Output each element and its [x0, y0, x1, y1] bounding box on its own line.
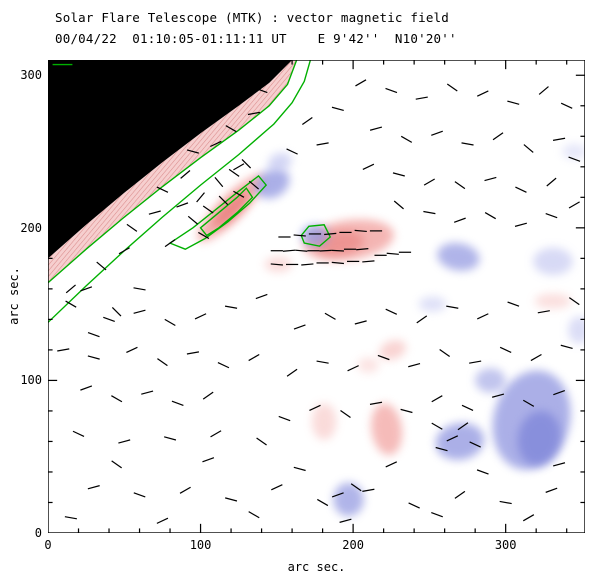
y-tick-label: 0	[34, 526, 42, 540]
y-tick-label: 300	[20, 68, 42, 83]
plot-title: Solar Flare Telescope (MTK) : vector mag…	[55, 10, 450, 25]
y-tick-label: 100	[20, 373, 42, 388]
x-tick-label: 0	[44, 538, 52, 552]
x-tick-label: 200	[342, 538, 364, 552]
y-axis-label: arc sec.	[7, 267, 21, 325]
y-tick-label: 200	[20, 220, 42, 235]
field-vectors	[57, 79, 581, 524]
axes	[48, 60, 585, 533]
plot-subtitle: 00/04/22 01:10:05-01:11:11 UT E 9'42'' N…	[55, 31, 457, 46]
limb-band	[48, 60, 297, 283]
x-tick-label: 300	[494, 538, 517, 552]
x-tick-label: 100	[189, 538, 212, 552]
contours	[48, 60, 332, 323]
off-limb-region	[48, 60, 293, 259]
magnetogram-plot	[48, 60, 585, 533]
x-axis-label: arc sec.	[287, 560, 346, 574]
